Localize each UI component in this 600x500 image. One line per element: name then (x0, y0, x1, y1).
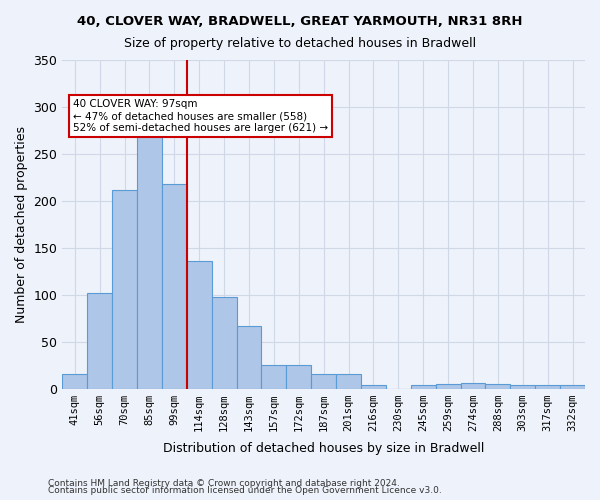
Text: 40, CLOVER WAY, BRADWELL, GREAT YARMOUTH, NR31 8RH: 40, CLOVER WAY, BRADWELL, GREAT YARMOUTH… (77, 15, 523, 28)
Bar (62, 374, 87, 388)
Bar (361, 385, 386, 388)
Bar (262, 365, 286, 388)
Text: Contains HM Land Registry data © Crown copyright and database right 2024.: Contains HM Land Registry data © Crown c… (48, 478, 400, 488)
Bar (212, 298, 236, 388)
Text: 40 CLOVER WAY: 97sqm
← 47% of detached houses are smaller (558)
52% of semi-deta: 40 CLOVER WAY: 97sqm ← 47% of detached h… (73, 100, 328, 132)
Bar (511, 385, 535, 388)
Bar (87, 293, 112, 388)
Text: Size of property relative to detached houses in Bradwell: Size of property relative to detached ho… (124, 38, 476, 51)
Bar (461, 383, 485, 388)
Text: Contains public sector information licensed under the Open Government Licence v3: Contains public sector information licen… (48, 486, 442, 495)
Bar (311, 374, 336, 388)
Bar (411, 385, 436, 388)
Bar (112, 190, 137, 388)
Bar (336, 374, 361, 388)
Bar (162, 184, 187, 388)
X-axis label: Distribution of detached houses by size in Bradwell: Distribution of detached houses by size … (163, 442, 484, 455)
Bar (560, 385, 585, 388)
Bar (485, 384, 511, 388)
Bar (535, 385, 560, 388)
Bar (137, 125, 162, 388)
Bar (436, 384, 461, 388)
Y-axis label: Number of detached properties: Number of detached properties (15, 126, 28, 323)
Bar (187, 261, 212, 388)
Bar (286, 365, 311, 388)
Bar (236, 326, 262, 388)
